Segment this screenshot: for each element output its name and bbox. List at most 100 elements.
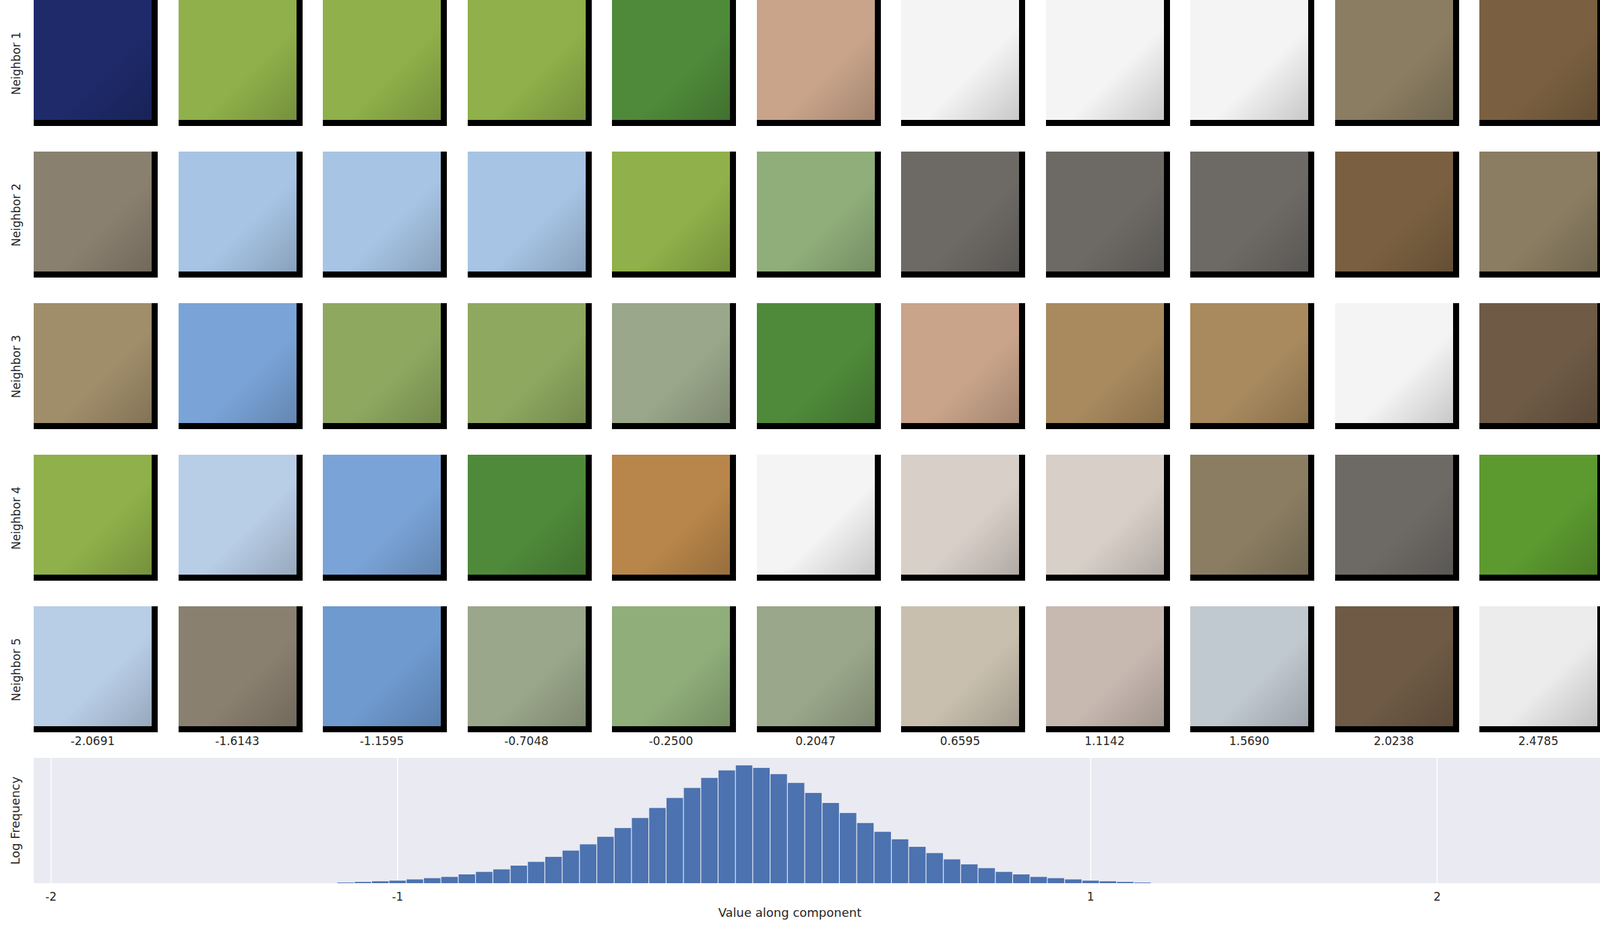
image-tile: [467, 303, 592, 430]
column-value-label: 1.1142: [1084, 734, 1125, 749]
row-label: Neighbor 1: [9, 22, 23, 104]
row-label: Neighbor 3: [9, 326, 23, 408]
image-tile: [467, 151, 592, 278]
bar: [874, 832, 891, 884]
column-value-label: -2.0691: [70, 734, 116, 749]
bar: [597, 837, 614, 884]
image-tile: [322, 454, 447, 581]
bar: [1012, 874, 1030, 884]
image-tile: [1479, 0, 1600, 127]
bar: [1048, 878, 1065, 884]
bar: [527, 862, 545, 884]
x-tick-label: -1: [391, 890, 404, 904]
bar: [666, 798, 684, 884]
bar: [614, 828, 632, 884]
bar: [372, 881, 389, 884]
image-tile: [322, 606, 447, 733]
column-value-label: 2.4785: [1518, 734, 1559, 749]
bar: [475, 872, 493, 884]
column-value-label: -0.7048: [504, 734, 549, 749]
column-value-label: -1.1595: [359, 734, 405, 749]
bar: [787, 783, 805, 884]
bar: [389, 880, 407, 884]
image-tile: [611, 303, 736, 430]
row-label: Neighbor 2: [9, 174, 23, 256]
bar: [336, 882, 354, 884]
image-tile: [1045, 0, 1171, 127]
bar: [493, 870, 511, 884]
image-tile: [1045, 303, 1171, 430]
image-tile: [33, 606, 158, 733]
bar: [406, 879, 424, 884]
image-tile: [611, 606, 736, 733]
image-tile: [756, 303, 881, 430]
image-tile: [33, 0, 158, 127]
bar: [978, 868, 996, 884]
image-tile: [1479, 606, 1600, 733]
bar: [926, 853, 944, 884]
x-axis-label: Value along component: [718, 905, 863, 920]
image-tile: [901, 0, 1026, 127]
image-tile: [178, 606, 303, 733]
image-tile: [467, 454, 592, 581]
bar: [995, 872, 1013, 884]
image-tile: [1335, 0, 1460, 127]
image-tile: [611, 151, 736, 278]
bar: [1134, 882, 1152, 884]
image-tile: [1190, 303, 1315, 430]
row-label: Neighbor 4: [9, 477, 23, 559]
bar: [735, 765, 753, 884]
grid-line: [1436, 758, 1439, 884]
image-tile: [1190, 151, 1315, 278]
bar: [423, 878, 441, 884]
image-tile: [178, 151, 303, 278]
bar: [649, 808, 666, 884]
image-tile: [611, 454, 736, 581]
grid-line: [396, 758, 399, 884]
image-tile: [178, 454, 303, 581]
column-value-label: 0.6595: [940, 734, 980, 749]
image-tile: [1045, 151, 1171, 278]
image-tile: [901, 606, 1026, 733]
bar: [458, 874, 476, 884]
image-tile: [1190, 0, 1315, 127]
x-tick-label: 2: [1433, 890, 1441, 904]
column-value-label: 0.2047: [795, 734, 836, 749]
bar: [1099, 881, 1117, 884]
image-tile: [1479, 454, 1600, 581]
bar: [1030, 877, 1048, 884]
bar: [354, 882, 372, 884]
grid-line: [1089, 758, 1092, 884]
image-tile: [322, 0, 447, 127]
bar: [943, 859, 961, 884]
image-tile: [178, 0, 303, 127]
image-tile: [33, 303, 158, 430]
image-tile: [1045, 454, 1171, 581]
bar: [441, 877, 459, 884]
column-value-label: -1.6143: [214, 734, 260, 749]
image-tile: [1335, 454, 1460, 581]
column-value-label: -0.2500: [649, 734, 694, 749]
plot-background: [33, 758, 1600, 884]
bar: [770, 774, 788, 884]
image-tile: [1190, 454, 1315, 581]
bar: [545, 857, 563, 884]
grid-line: [50, 758, 52, 884]
image-tile: [467, 0, 592, 127]
column-value-label: 1.5690: [1229, 734, 1270, 749]
bar: [961, 864, 978, 884]
bar: [805, 793, 823, 884]
bar: [822, 803, 840, 884]
row-label: Neighbor 5: [9, 629, 23, 711]
bar: [752, 768, 770, 884]
bar: [891, 839, 909, 884]
image-tile: [756, 0, 881, 127]
image-tile: [611, 0, 736, 127]
image-tile: [756, 151, 881, 278]
bar: [718, 771, 736, 884]
image-tile: [33, 151, 158, 278]
bar: [1082, 880, 1100, 884]
image-tile: [33, 454, 158, 581]
image-tile: [467, 606, 592, 733]
image-tile: [1479, 151, 1600, 278]
